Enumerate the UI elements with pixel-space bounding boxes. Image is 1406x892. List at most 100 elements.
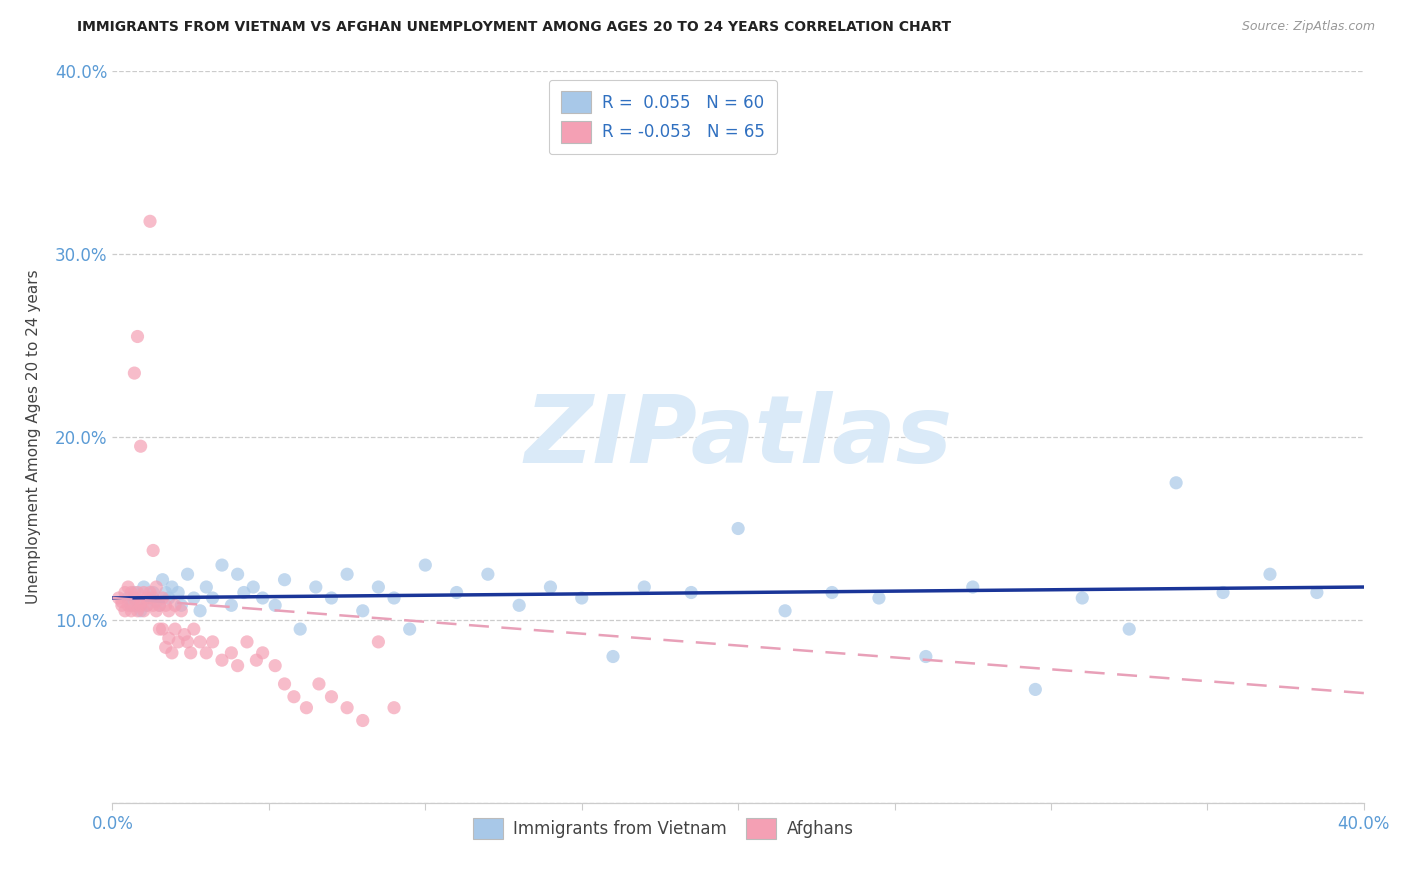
Point (681, 585, 703, 599)
Point (508, 599, 530, 613)
Point (283, 690, 305, 704)
Point (135, 599, 157, 613)
Point (129, 439, 152, 453)
Point (915, 649, 938, 664)
Point (129, 594, 152, 608)
Point (382, 591, 405, 605)
Point (145, 594, 167, 608)
Point (117, 599, 139, 613)
Point (352, 714, 374, 728)
Point (264, 658, 287, 673)
Point (135, 599, 157, 613)
Point (727, 521, 749, 535)
Point (155, 640, 177, 655)
Point (145, 604, 167, 618)
Point (170, 604, 193, 618)
Point (142, 585, 165, 599)
Point (173, 627, 195, 641)
Point (111, 599, 134, 613)
Point (167, 585, 190, 599)
Point (367, 580, 389, 594)
Point (117, 591, 139, 605)
Point (336, 567, 359, 582)
Point (1166, 475, 1188, 490)
Point (633, 580, 655, 594)
Point (129, 604, 152, 618)
Point (477, 567, 499, 582)
Point (163, 599, 186, 613)
Point (142, 599, 165, 613)
Point (367, 635, 389, 649)
Point (382, 700, 405, 714)
Point (321, 690, 343, 704)
Point (124, 366, 146, 380)
Point (120, 585, 142, 599)
Point (1024, 682, 1046, 697)
Point (124, 599, 146, 613)
Point (1212, 585, 1234, 599)
Point (221, 646, 243, 660)
Point (398, 622, 420, 636)
Point (132, 585, 155, 599)
Point (132, 604, 155, 618)
Point (160, 580, 183, 594)
Point (232, 585, 254, 599)
Point (336, 700, 359, 714)
Point (242, 580, 264, 594)
Point (1118, 622, 1140, 636)
Point (135, 591, 157, 605)
Point (273, 573, 295, 587)
Point (117, 580, 139, 594)
Point (252, 646, 274, 660)
Point (236, 635, 259, 649)
Point (176, 567, 198, 582)
Point (139, 585, 162, 599)
Point (773, 604, 796, 618)
Point (111, 594, 134, 608)
Point (142, 591, 165, 605)
Point (245, 653, 267, 667)
Point (155, 585, 177, 599)
Point (602, 649, 624, 664)
Point (415, 558, 437, 573)
Y-axis label: Unemployment Among Ages 20 to 24 years: Unemployment Among Ages 20 to 24 years (27, 269, 41, 605)
Text: IMMIGRANTS FROM VIETNAM VS AFGHAN UNEMPLOYMENT AMONG AGES 20 TO 24 YEARS CORRELA: IMMIGRANTS FROM VIETNAM VS AFGHAN UNEMPL… (77, 20, 952, 34)
Point (201, 591, 224, 605)
Point (308, 677, 330, 691)
Point (540, 580, 562, 594)
Point (152, 591, 174, 605)
Point (120, 604, 142, 618)
Point (211, 558, 233, 573)
Point (120, 599, 142, 613)
Point (1071, 591, 1094, 605)
Point (142, 543, 165, 558)
Point (139, 591, 162, 605)
Point (1306, 585, 1329, 599)
Point (188, 604, 211, 618)
Point (132, 580, 155, 594)
Point (157, 632, 180, 646)
Point (183, 622, 205, 636)
Point (1258, 567, 1281, 582)
Point (176, 635, 198, 649)
Point (124, 585, 146, 599)
Point (139, 214, 162, 228)
Point (868, 591, 890, 605)
Point (155, 599, 177, 613)
Point (183, 591, 205, 605)
Point (211, 653, 233, 667)
Point (148, 622, 170, 636)
Point (180, 646, 202, 660)
Point (148, 599, 170, 613)
Point (157, 604, 180, 618)
Point (145, 580, 167, 594)
Point (290, 622, 312, 636)
Point (152, 573, 174, 587)
Point (170, 599, 193, 613)
Point (571, 591, 593, 605)
Point (195, 580, 218, 594)
Point (114, 585, 136, 599)
Point (157, 591, 180, 605)
Point (446, 585, 468, 599)
Point (321, 591, 343, 605)
